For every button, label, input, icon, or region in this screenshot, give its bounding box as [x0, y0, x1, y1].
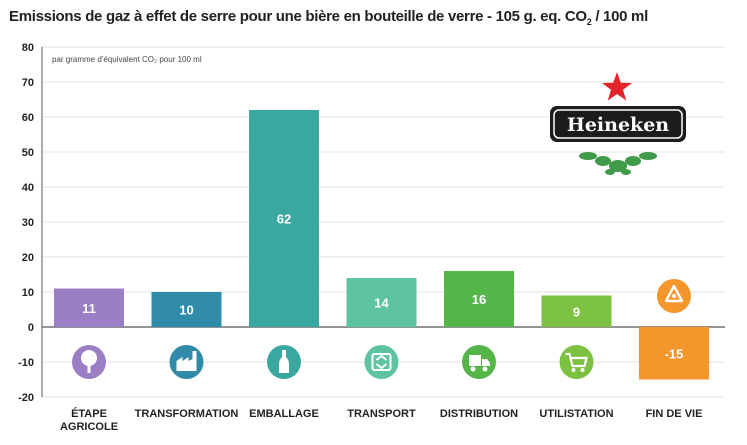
- category-label: ÉTAPE: [71, 407, 107, 420]
- bar: [541, 295, 612, 327]
- cart-icon: [559, 345, 594, 379]
- bar: [346, 278, 417, 327]
- category-label: EMBALLAGE: [249, 408, 319, 420]
- y-tick-label: 80: [22, 42, 34, 54]
- hops-leaves-icon: [579, 152, 657, 175]
- y-tick-label: -10: [18, 357, 34, 369]
- data-label: 11: [82, 301, 96, 316]
- y-tick-label: 30: [22, 217, 34, 229]
- data-label: -15: [665, 346, 684, 361]
- factory-icon: [169, 345, 204, 379]
- category-label: DISTRIBUTION: [440, 408, 518, 420]
- recycle-box-icon: [364, 345, 399, 379]
- chart-title: Emissions de gaz à effet de serre pour u…: [9, 8, 648, 27]
- y-tick-label: -20: [18, 392, 34, 404]
- data-label: 10: [179, 303, 193, 318]
- y-tick-label: 0: [28, 322, 34, 334]
- category-label: TRANSPORT: [347, 408, 416, 420]
- y-tick-label: 20: [22, 252, 34, 264]
- y-tick-label: 50: [22, 147, 34, 159]
- bar: [639, 327, 709, 380]
- category-label: FIN DE VIE: [646, 408, 703, 420]
- heineken-logo: Heineken: [550, 72, 686, 175]
- bottle-icon: [267, 345, 301, 379]
- recycle-icon: [657, 279, 691, 313]
- y-tick-label: 40: [22, 182, 34, 194]
- y-tick-label: 70: [22, 77, 34, 89]
- tree-icon: [72, 345, 106, 379]
- y-tick-label: 10: [22, 287, 34, 299]
- data-label: 16: [472, 292, 486, 307]
- bar: [151, 292, 222, 327]
- category-label: UTILISTATION: [539, 408, 613, 420]
- bar: [444, 271, 514, 327]
- logo-banner: [550, 106, 686, 142]
- unit-note: par gramme d'équivalent CO₂ pour 100 ml: [52, 55, 202, 64]
- data-label: 14: [374, 296, 389, 311]
- bar: [54, 288, 124, 327]
- category-label: TRANSFORMATION: [135, 408, 239, 420]
- y-tick-label: 60: [22, 112, 34, 124]
- bar: [249, 110, 319, 327]
- category-label: AGRICOLE: [60, 421, 118, 433]
- data-label: 9: [573, 304, 580, 319]
- data-label: 62: [277, 212, 291, 227]
- red-star-icon: [602, 72, 632, 101]
- truck-icon: [462, 345, 496, 379]
- logo-text: Heineken: [567, 114, 669, 136]
